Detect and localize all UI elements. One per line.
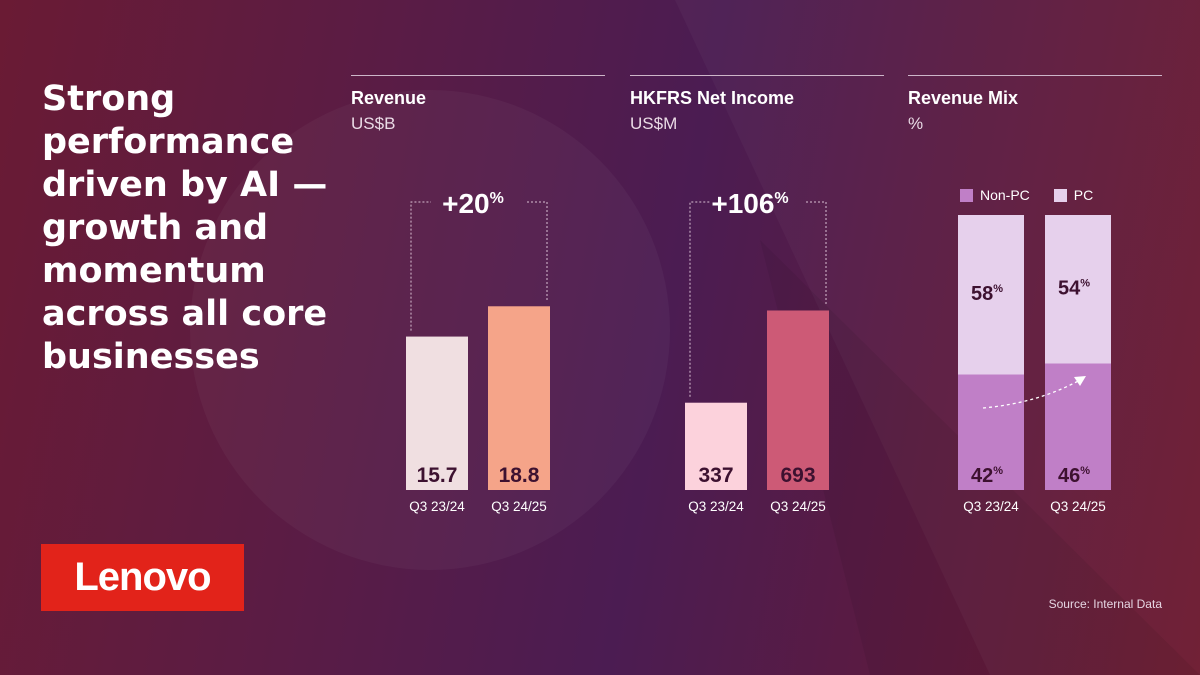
bar-value-label: 337 — [698, 464, 733, 487]
non-pc-value-label: 46% — [1058, 465, 1090, 487]
net-income-chart: 337 Q3 23/24 693 Q3 24/25 +106% — [685, 188, 829, 514]
growth-bracket — [410, 201, 548, 331]
bar-segment-pc — [958, 215, 1024, 375]
revenue-mix-panel: Revenue Mix % Non-PC PC 58% 42% Q3 23/24 54… — [908, 75, 1162, 515]
x-tick-label: Q3 24/25 — [1050, 499, 1106, 514]
headline: Strong performance driven by AI — growth… — [42, 79, 328, 377]
pc-value-label: 58% — [971, 283, 1003, 305]
bar-q3-23-24 — [685, 402, 747, 490]
x-tick-label: Q3 23/24 — [963, 499, 1019, 514]
shift-arrowhead — [1074, 376, 1086, 386]
growth-label: +106% — [711, 188, 788, 219]
revenue-panel: Revenue US$B 15.7 Q3 23/24 18.8 Q3 24/25 +20… — [351, 75, 605, 515]
bar-q3-24-25 — [767, 310, 829, 490]
net-income-panel: HKFRS Net Income US$M 337 Q3 23/24 693 Q3 2… — [630, 75, 884, 515]
revenue-mix-unit: % — [908, 114, 924, 133]
shift-arrow — [982, 379, 1081, 409]
non-pc-value-label: 42% — [971, 465, 1003, 487]
revenue-unit: US$B — [351, 114, 396, 133]
x-tick-label: Q3 23/24 — [409, 499, 465, 514]
bar-value-label: 15.7 — [417, 464, 458, 487]
legend-item-pc: PC — [1053, 187, 1094, 203]
revenue-mix-title: Revenue Mix — [908, 88, 1019, 108]
legend-label-pc: PC — [1073, 187, 1094, 203]
net-income-unit: US$M — [630, 114, 678, 133]
panel-divider — [908, 75, 1162, 76]
x-tick-label: Q3 23/24 — [688, 499, 744, 514]
growth-bracket — [689, 201, 827, 397]
revenue-chart: 15.7 Q3 23/24 18.8 Q3 24/25 +20% — [406, 188, 550, 514]
bar-segment-pc — [1045, 215, 1111, 364]
pc-value-label: 54% — [1058, 277, 1090, 299]
panel-divider — [630, 75, 884, 76]
bar-value-label: 693 — [780, 464, 815, 487]
legend-swatch-pc — [1053, 188, 1067, 202]
source-note: Source: Internal Data — [1048, 597, 1162, 611]
logo-text: Lenovo — [74, 555, 211, 599]
legend-item-non-pc: Non-PC — [960, 187, 1030, 203]
bar-segment-non-pc — [958, 374, 1024, 490]
legend-swatch-non-pc — [960, 188, 973, 202]
bar-q3-24-25 — [488, 306, 550, 490]
revenue-title: Revenue — [351, 88, 427, 108]
net-income-title: HKFRS Net Income — [630, 88, 795, 108]
lenovo-logo: Lenovo — [41, 544, 244, 611]
x-tick-label: Q3 24/25 — [491, 499, 547, 514]
panel-divider — [351, 75, 605, 76]
x-tick-label: Q3 24/25 — [770, 499, 826, 514]
legend-label-non-pc: Non-PC — [980, 187, 1030, 203]
revenue-mix-chart: 58% 42% Q3 23/24 54% 46% Q3 24/25 — [958, 215, 1111, 514]
bar-q3-23-24 — [406, 336, 468, 490]
bar-value-label: 18.8 — [499, 464, 540, 487]
revenue-mix-legend: Non-PC PC — [960, 187, 1093, 203]
growth-label: +20% — [442, 188, 504, 219]
bar-segment-non-pc — [1045, 363, 1111, 490]
